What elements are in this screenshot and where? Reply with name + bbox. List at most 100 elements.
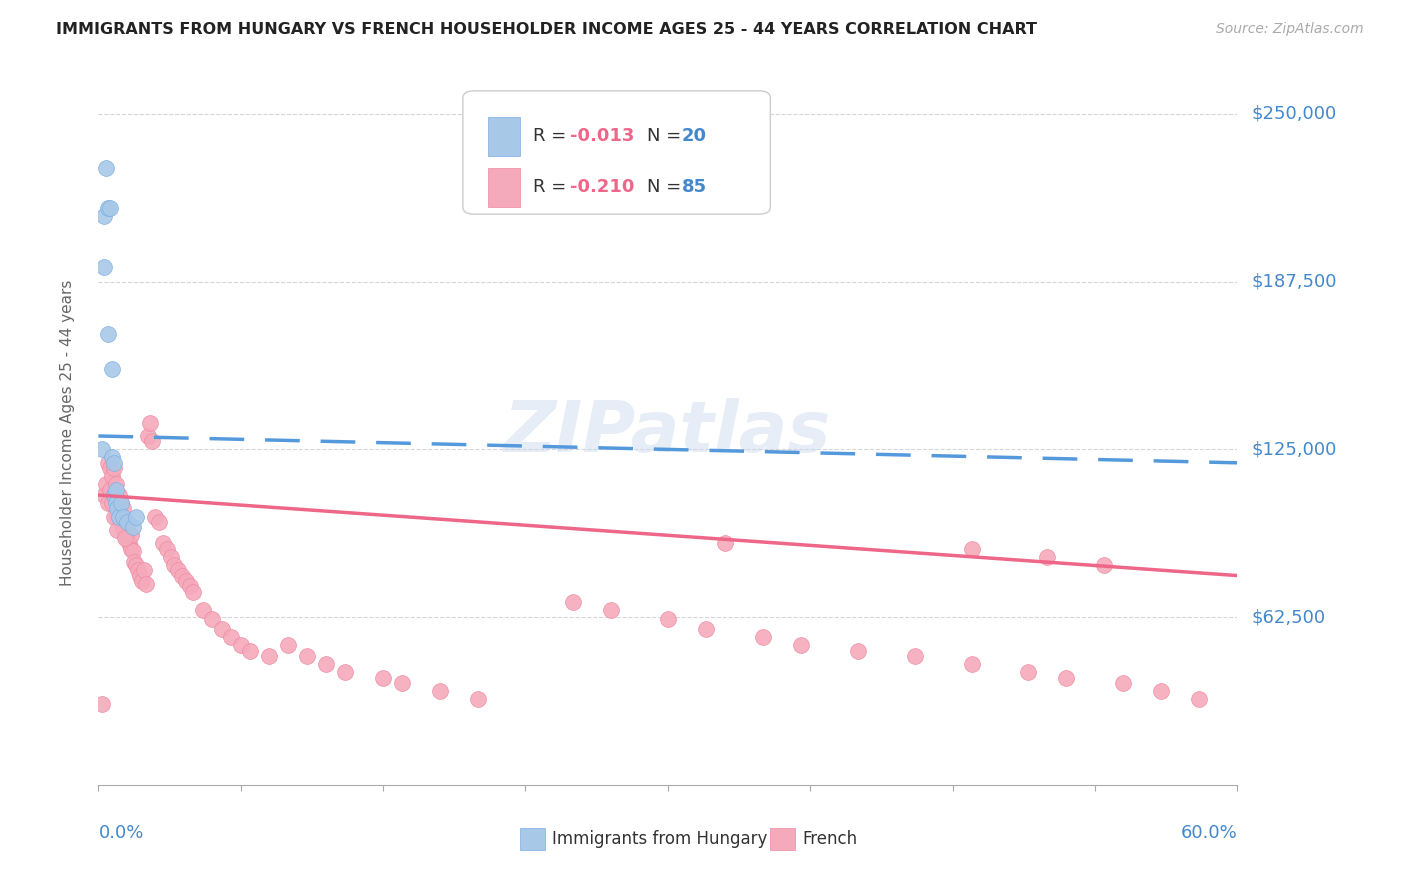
Text: Source: ZipAtlas.com: Source: ZipAtlas.com — [1216, 22, 1364, 37]
Text: N =: N = — [647, 178, 688, 196]
Point — [131, 574, 153, 588]
Point — [125, 509, 148, 524]
Point — [93, 209, 115, 223]
Point — [107, 496, 129, 510]
Point — [97, 496, 120, 510]
Text: ZIPatlas: ZIPatlas — [505, 398, 831, 467]
Point — [159, 549, 181, 564]
Point — [114, 515, 136, 529]
Point — [277, 639, 299, 653]
Point — [91, 442, 114, 457]
Point — [714, 536, 737, 550]
Point — [107, 523, 129, 537]
Point — [960, 657, 983, 672]
Point — [110, 496, 132, 510]
Text: R =: R = — [533, 178, 572, 196]
Text: $187,500: $187,500 — [1251, 273, 1337, 291]
Point — [110, 515, 132, 529]
Point — [110, 496, 132, 510]
Point — [98, 201, 121, 215]
Point — [115, 531, 138, 545]
Point — [1150, 684, 1173, 698]
Point — [121, 544, 143, 558]
Point — [695, 622, 717, 636]
Point — [467, 692, 489, 706]
Point — [93, 488, 115, 502]
Point — [141, 434, 163, 449]
Text: Immigrants from Hungary: Immigrants from Hungary — [551, 830, 768, 847]
Point — [600, 603, 623, 617]
Point — [657, 611, 679, 625]
Point — [145, 509, 167, 524]
Point — [125, 558, 148, 572]
Point — [108, 509, 131, 524]
Text: -0.210: -0.210 — [569, 178, 634, 196]
Point — [98, 483, 121, 497]
Point — [156, 541, 179, 556]
Point — [790, 639, 813, 653]
Point — [132, 563, 155, 577]
Text: R =: R = — [533, 128, 572, 145]
Point — [174, 574, 197, 588]
Point — [221, 630, 243, 644]
Text: IMMIGRANTS FROM HUNGARY VS FRENCH HOUSEHOLDER INCOME AGES 25 - 44 YEARS CORRELAT: IMMIGRANTS FROM HUNGARY VS FRENCH HOUSEH… — [56, 22, 1038, 37]
Point — [103, 488, 125, 502]
Point — [104, 483, 127, 497]
Point — [960, 541, 983, 556]
Point — [103, 456, 125, 470]
Point — [846, 644, 869, 658]
Point — [100, 496, 122, 510]
Point — [752, 630, 775, 644]
Point — [108, 488, 131, 502]
Point — [104, 496, 127, 510]
Point — [97, 326, 120, 341]
Point — [229, 639, 252, 653]
Point — [1112, 676, 1135, 690]
Text: $62,500: $62,500 — [1251, 608, 1326, 626]
Text: 0.0%: 0.0% — [98, 823, 143, 842]
Point — [120, 541, 142, 556]
Text: 60.0%: 60.0% — [1181, 823, 1237, 842]
Text: -0.013: -0.013 — [569, 128, 634, 145]
Point — [97, 456, 120, 470]
FancyBboxPatch shape — [488, 117, 520, 155]
Point — [429, 684, 451, 698]
Point — [138, 416, 160, 430]
Point — [148, 515, 170, 529]
Point — [100, 450, 122, 465]
Point — [167, 563, 190, 577]
Point — [94, 161, 117, 175]
Text: 85: 85 — [682, 178, 707, 196]
Point — [112, 523, 135, 537]
FancyBboxPatch shape — [520, 828, 546, 850]
Point — [152, 536, 174, 550]
Point — [201, 611, 224, 625]
FancyBboxPatch shape — [463, 91, 770, 214]
Point — [163, 558, 186, 572]
Point — [391, 676, 413, 690]
Point — [179, 579, 201, 593]
Point — [93, 260, 115, 274]
Point — [114, 531, 136, 545]
Point — [100, 362, 122, 376]
Point — [1094, 558, 1116, 572]
Point — [211, 622, 233, 636]
Point — [100, 469, 122, 483]
Point — [124, 555, 146, 569]
Point — [136, 429, 159, 443]
Point — [562, 595, 585, 609]
Point — [104, 477, 127, 491]
Point — [183, 584, 205, 599]
Point — [371, 671, 394, 685]
Text: 20: 20 — [682, 128, 707, 145]
Point — [120, 528, 142, 542]
Point — [121, 520, 143, 534]
Point — [112, 509, 135, 524]
Point — [112, 501, 135, 516]
Point — [118, 536, 141, 550]
Point — [191, 603, 214, 617]
Point — [91, 698, 114, 712]
Point — [129, 568, 152, 582]
Point — [115, 515, 138, 529]
Point — [315, 657, 337, 672]
